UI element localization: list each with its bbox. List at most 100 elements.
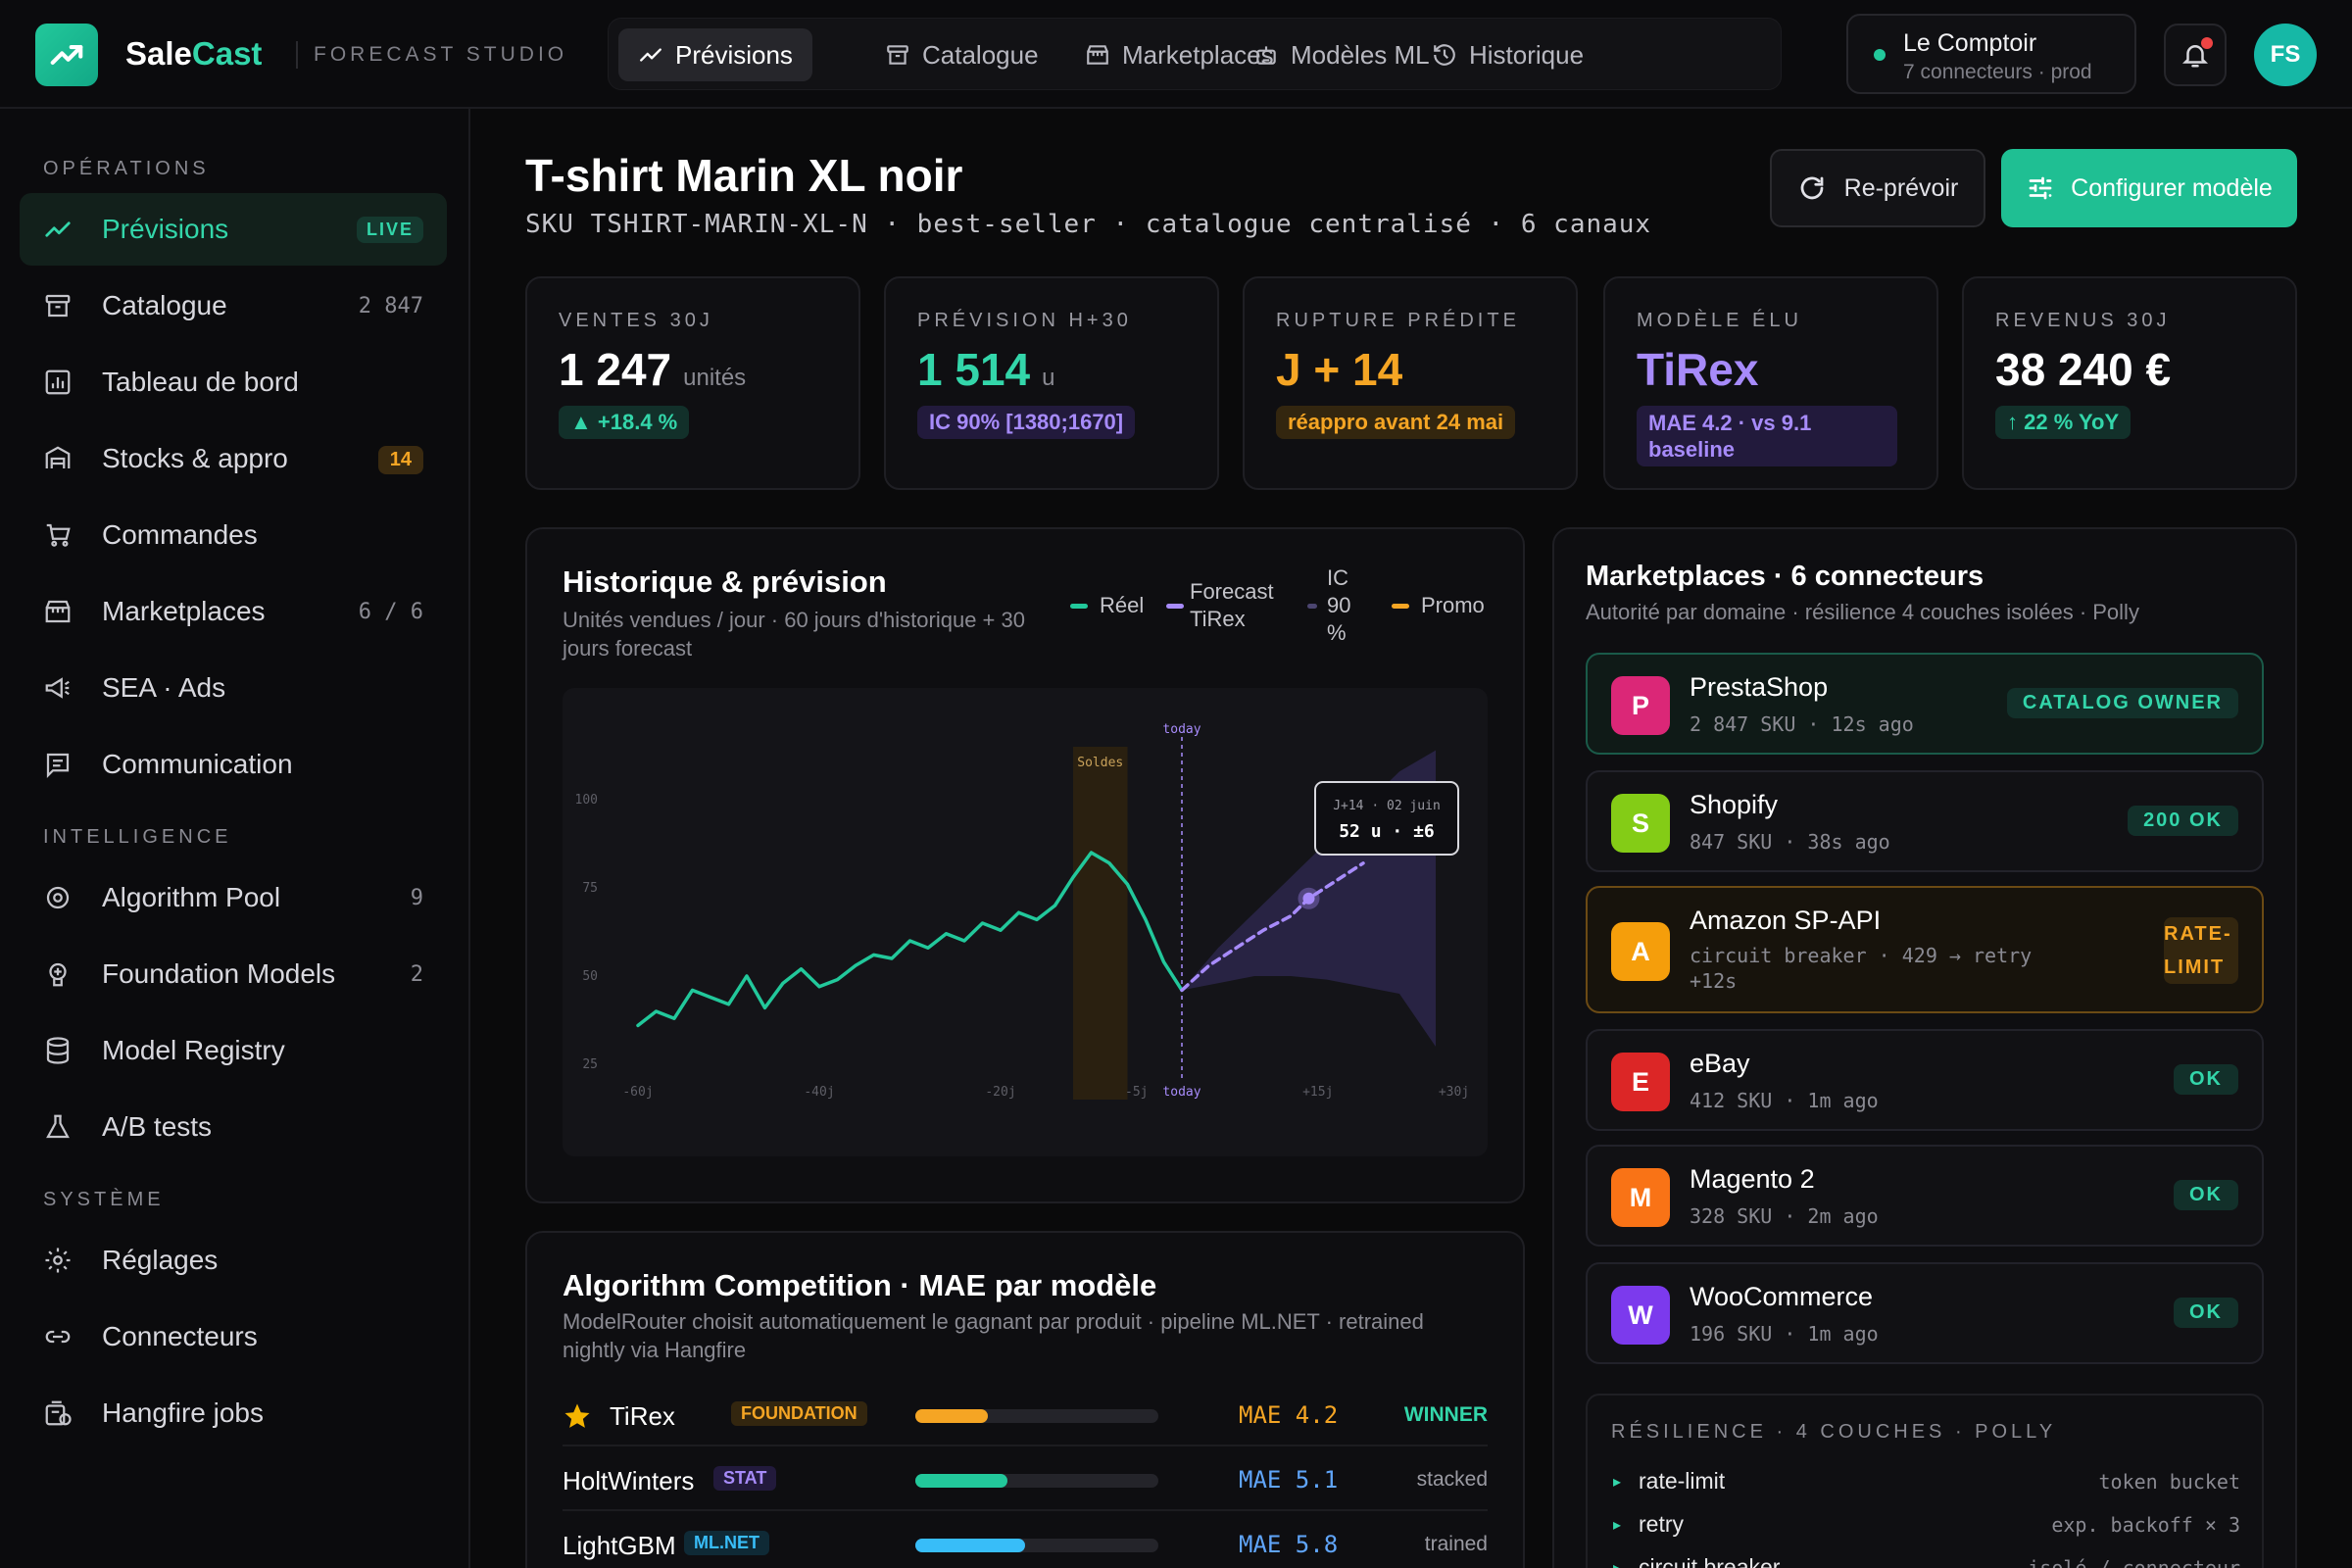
kpi-label: RUPTURE PRÉDITE (1276, 310, 1520, 331)
configure-model-button[interactable]: Configurer modèle (2001, 149, 2297, 227)
algo-row-holtwinters[interactable]: HoltWinters STAT MAE 5.1 stacked (563, 1446, 1488, 1511)
bell-icon (2181, 45, 2209, 68)
marketplace-meta: 2 847 SKU · 12s ago (1690, 712, 1914, 736)
reforecast-button[interactable]: Re-prévoir (1770, 149, 1985, 227)
sliders-icon (2029, 176, 2052, 200)
kpi-delta-pill: ↑ 22 % YoY (1995, 406, 2132, 439)
x-tick-label: today (1162, 1085, 1200, 1100)
marketplace-name: Shopify (1690, 790, 1779, 819)
sidebar-item-ab-tests[interactable]: A/B tests (20, 1091, 447, 1163)
sidebar: OPÉRATIONS Prévisions LIVE Catalogue 2 8… (0, 109, 470, 1568)
sidebar-item-reglages[interactable]: Réglages (20, 1224, 447, 1297)
tooltip-box (1314, 781, 1459, 856)
marketplaces-title: Marketplaces · 6 connecteurs (1586, 561, 1984, 592)
marketplace-meta: 196 SKU · 1m ago (1690, 1322, 1879, 1346)
tab-previsions[interactable]: Prévisions (618, 28, 812, 81)
kpi-card-revenus[interactable]: REVENUS 30J 38 240 € ↑ 22 % YoY (1962, 276, 2297, 490)
tab-marketplaces[interactable]: Marketplaces (1065, 28, 1294, 81)
marketplace-card-prestashop[interactable]: P PrestaShop 2 847 SKU · 12s ago CATALOG OW… (1586, 653, 2264, 755)
tab-catalogue[interactable]: Catalogue (865, 28, 1058, 81)
database-icon (46, 1037, 70, 1064)
sidebar-item-foundation-models[interactable]: Foundation Models 2 (20, 938, 447, 1010)
tooltip-marker (1302, 892, 1315, 905)
legend-ic: IC 90 % (1327, 565, 1351, 645)
logo[interactable] (35, 24, 98, 86)
marketplace-name: eBay (1690, 1049, 1750, 1078)
legend-forecast: Forecast TiRex (1190, 579, 1274, 631)
legend-swatch-ic (1307, 604, 1317, 609)
algo-row-tirex[interactable]: TiRex FOUNDATION MAE 4.2 WINNER (563, 1382, 1488, 1446)
bullet-icon: ▸ (1613, 1517, 1622, 1534)
marketplace-card-amazon-sp-api[interactable]: A Amazon SP-API circuit breaker · 429 → re… (1586, 886, 2264, 1013)
kpi-delta-pill: ▲ +18.4 % (559, 406, 690, 439)
y-tick-label: 100 (575, 793, 598, 808)
environment-selector[interactable]: Le Comptoir 7 connecteurs · prod (1846, 14, 2136, 94)
kpi-card-prevision[interactable]: PRÉVISION H+30 1 514 u IC 90% [1380;1670] (884, 276, 1219, 490)
kpi-card-rupture[interactable]: RUPTURE PRÉDITE J + 14 réappro avant 24 ma… (1243, 276, 1578, 490)
x-tick-label: -5j (1125, 1085, 1148, 1100)
tab-modeles-ml[interactable]: Modèles ML (1234, 28, 1449, 81)
kpi-card-modele[interactable]: MODÈLE ÉLU TiRex MAE 4.2 · vs 9.1 baseline (1603, 276, 1938, 490)
robot-icon (1256, 46, 1276, 65)
forecast-chart[interactable]: Soldes 100 75 50 25 -60j -40j -20j -5j today +15j +… (563, 688, 1488, 1156)
top-bar: SaleCast FORECAST STUDIO Prévisions Cata… (0, 0, 2352, 109)
algo-row-lightgbm[interactable]: LightGBM ML.NET MAE 5.8 trained (563, 1511, 1488, 1568)
kpi-delta-pill: IC 90% [1380;1670] (917, 406, 1136, 439)
trend-icon (50, 45, 83, 65)
algo-title: Algorithm Competition · MAE par modèle (563, 1268, 1157, 1302)
kpi-label: VENTES 30J (559, 310, 713, 331)
sidebar-item-catalogue[interactable]: Catalogue 2 847 (20, 270, 447, 342)
sidebar-item-sea-ads[interactable]: SEA · Ads (20, 652, 447, 724)
marketplace-meta: 412 SKU · 1m ago (1690, 1089, 1879, 1112)
algo-mae: MAE 5.1 (1239, 1466, 1339, 1494)
marketplace-logo-icon: P (1611, 676, 1670, 735)
avatar[interactable]: FS (2254, 24, 2317, 86)
kpi-value: 1 514 u (917, 344, 1055, 395)
resilience-title: RÉSILIENCE · 4 COUCHES · POLLY (1611, 1421, 2057, 1443)
sidebar-item-stocks[interactable]: Stocks & appro 14 (20, 422, 447, 495)
chart-background (563, 688, 1488, 1156)
sidebar-item-hangfire-jobs[interactable]: Hangfire jobs (20, 1377, 447, 1449)
dashboard-icon (45, 369, 71, 395)
brand-name: SaleCast (125, 35, 263, 72)
legend-promo: Promo (1421, 593, 1485, 617)
algo-mae: MAE 5.8 (1239, 1531, 1339, 1558)
stock-alert-badge: 14 (377, 446, 423, 474)
warehouse-icon (45, 446, 71, 468)
kpi-delta-pill: réappro avant 24 mai (1276, 406, 1516, 439)
sidebar-item-connecteurs[interactable]: Connecteurs (20, 1300, 447, 1373)
tab-historique[interactable]: Historique (1412, 28, 1603, 81)
marketplace-logo-icon: S (1611, 794, 1670, 853)
environment-detail: 7 connecteurs · prod (1903, 61, 2092, 83)
sidebar-item-tableau-de-bord[interactable]: Tableau de bord (20, 346, 447, 418)
kpi-card-ventes[interactable]: VENTES 30J 1 247 unités ▲ +18.4 % (525, 276, 860, 490)
marketplace-logo-icon: W (1611, 1286, 1670, 1345)
notifications-button[interactable] (2164, 24, 2227, 86)
sidebar-item-communication[interactable]: Communication (20, 728, 447, 801)
kpi-delta-pill: MAE 4.2 · vs 9.1 baseline (1637, 406, 1897, 466)
algo-result: trained (1424, 1533, 1488, 1555)
algo-score-track (915, 1409, 1158, 1423)
sidebar-item-marketplaces[interactable]: Marketplaces 6 / 6 (20, 575, 447, 648)
marketplace-card-magento-2[interactable]: M Magento 2 328 SKU · 2m ago OK (1586, 1145, 2264, 1247)
link-icon (45, 1330, 71, 1344)
sidebar-item-commandes[interactable]: Commandes (20, 499, 447, 571)
x-tick-label: -60j (622, 1085, 653, 1100)
flask-icon (46, 1114, 70, 1139)
cart-icon (46, 523, 71, 547)
kpi-value: 38 240 € (1995, 344, 2172, 395)
algo-name: LightGBM (563, 1531, 676, 1560)
y-tick-label: 25 (582, 1057, 598, 1072)
algo-score-bar (915, 1539, 1025, 1552)
y-tick-label: 75 (582, 881, 598, 896)
sidebar-item-model-registry[interactable]: Model Registry (20, 1014, 447, 1087)
actual-series-line (636, 851, 1184, 1028)
marketplace-card-woocommerce[interactable]: W WooCommerce 196 SKU · 1m ago OK (1586, 1262, 2264, 1364)
sidebar-item-algorithm-pool[interactable]: Algorithm Pool 9 (20, 861, 447, 934)
marketplace-logo-icon: A (1611, 922, 1670, 981)
sidebar-item-previsions[interactable]: Prévisions LIVE (20, 193, 447, 266)
marketplace-card-shopify[interactable]: S Shopify 847 SKU · 38s ago 200 OK (1586, 770, 2264, 872)
x-tick-label: +30j (1439, 1085, 1469, 1100)
page-subtitle: SKU TSHIRT-MARIN-XL-N · best-seller · ca… (525, 210, 1652, 239)
